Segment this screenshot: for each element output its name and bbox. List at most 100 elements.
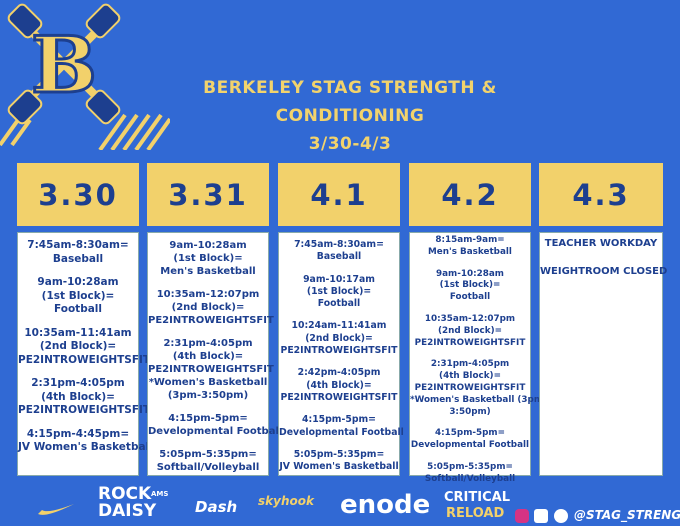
schedule-line: 4:15pm-5pm= bbox=[302, 414, 376, 426]
dash: Dash bbox=[195, 498, 238, 516]
day-box: 7:45am-8:30am= Baseball 9am-10:28am (1st Bl… bbox=[17, 232, 153, 476]
schedule-line: 8:15am-9am= bbox=[435, 235, 505, 245]
time-block: 5:05pm-5:35pm= Softball/Volleyball bbox=[148, 448, 268, 474]
schedule-line: Developmental Football bbox=[279, 426, 404, 438]
reload: RELOAD bbox=[446, 506, 505, 521]
schedule-line: *Women's Basketball bbox=[148, 377, 268, 388]
time-block: 9am-10:28am (1st Block)= Football bbox=[18, 276, 138, 317]
time-block: 4:15pm-5pm= Developmental Football bbox=[148, 412, 283, 438]
schedule-line: Softball/Volleyball bbox=[156, 462, 260, 473]
schedule-line: PE2INTROWEIGHTSFIT bbox=[148, 315, 274, 326]
schedule-line: 3:50pm) bbox=[449, 406, 491, 417]
time-block: 2:42pm-4:05pm (4th Block)= PE2INTROWEIGHTS… bbox=[279, 367, 399, 404]
schedule-line: *Women's Basketball (3pm- bbox=[410, 394, 547, 405]
schedule-line: (2nd Block)= bbox=[39, 340, 117, 352]
social-icons bbox=[515, 509, 568, 523]
time-block: 7:45am-8:30am= Baseball bbox=[279, 239, 399, 264]
day-box: TEACHER WORKDAY WEIGHTROOM CLOSED bbox=[539, 232, 668, 476]
nike-logo bbox=[38, 504, 74, 515]
schedule-line: 7:45am-8:30am= bbox=[294, 239, 384, 250]
handle: @STAG_STRENGTH bbox=[574, 508, 680, 522]
time-block: 2:31pm-4:05pm (4th Block)= PE2INTROWEIGHTS… bbox=[410, 359, 547, 418]
dumbbells bbox=[7, 3, 121, 125]
time-block: 8:15am-9am= Men's Basketball bbox=[410, 235, 530, 259]
schedule-line: (1st Block)= bbox=[41, 289, 115, 302]
schedule-line: PE2INTROWEIGHTSFIT bbox=[148, 364, 274, 375]
schedule-line: JV Women's Basketball bbox=[279, 461, 399, 473]
schedule-line: TEACHER WORKDAY bbox=[544, 238, 658, 249]
schedule-line: 10:35am-12:07pm bbox=[156, 289, 260, 300]
time-block: 2:31pm-4:05pm (4th Block)= PE2INTROWEIGHTS… bbox=[18, 377, 151, 418]
stripes bbox=[0, 113, 170, 150]
schedule-line: 10:35am-11:41am bbox=[24, 326, 132, 339]
daisy: DAISY bbox=[98, 501, 157, 521]
day-header: 4.1 bbox=[278, 163, 400, 226]
day-column: 3.30 7:45am-8:30am= Baseball 9am-10:28am (1s… bbox=[17, 163, 153, 476]
schedule-line: (2nd Block)= bbox=[305, 332, 373, 344]
title-line: BERKELEY STAG STRENGTH & bbox=[203, 78, 497, 98]
time-block: 10:35am-12:07pm (2nd Block)= PE2INTROWEIGH… bbox=[410, 314, 530, 349]
schedule-line: (2nd Block)= bbox=[171, 302, 245, 313]
time-block: 9am-10:28am (1st Block)= Men's Basketball bbox=[148, 239, 268, 278]
schedule-line: 2:31pm-4:05pm bbox=[163, 338, 253, 349]
schedule-line: Baseball bbox=[316, 251, 362, 263]
time-block: 9am-10:17am (1st Block)= Football bbox=[279, 274, 399, 311]
schedule-line: Football bbox=[317, 298, 361, 310]
schedule-line: 10:24am-11:41am bbox=[291, 320, 387, 332]
schedule-line: (2nd Block)= bbox=[438, 325, 502, 336]
schedule-line: PE2INTROWEIGHTSFIT bbox=[18, 353, 151, 366]
time-block: 10:35am-12:07pm (2nd Block)= PE2INTROWEIGH… bbox=[148, 288, 274, 327]
enode: enode bbox=[340, 490, 431, 520]
schedule-line: 5:05pm-5:35pm= bbox=[293, 448, 385, 460]
time-block: TEACHER WORKDAY bbox=[540, 237, 662, 250]
schedule-line: PE2INTROWEIGHTSFIT bbox=[280, 345, 398, 357]
footer: ROCK DAISY AMS Dash skyhook enode CRITIC… bbox=[0, 484, 680, 526]
day-header: 3.30 bbox=[17, 163, 139, 226]
schedule-line: (4th Block)= bbox=[41, 390, 115, 403]
day-box: 9am-10:28am (1st Block)= Men's Basketball 1… bbox=[147, 232, 283, 476]
rock: ROCK bbox=[98, 484, 152, 504]
time-block: 5:05pm-5:35pm= JV Women's Basketball bbox=[279, 449, 399, 474]
day-box: 8:15am-9am= Men's Basketball 9am-10:28am (1… bbox=[409, 232, 547, 484]
time-block: 5:05pm-5:35pm= Softball/Volleyball bbox=[410, 462, 530, 486]
schedule-line: Developmental Football bbox=[410, 440, 530, 451]
schedule-line: PE2INTROWEIGHTSFIT bbox=[18, 404, 151, 416]
schedule-line: (4th Block)= bbox=[306, 379, 372, 391]
time-block: 10:35am-11:41am (2nd Block)= PE2INTROWEIGH… bbox=[18, 326, 151, 368]
schedule-line: 5:05pm-5:35pm= bbox=[159, 449, 257, 460]
schedule-line: 5:05pm-5:35pm= bbox=[427, 461, 513, 472]
critical: CRITICAL bbox=[444, 490, 510, 505]
logo-art: B bbox=[0, 3, 170, 150]
schedule-line: 9am-10:28am bbox=[436, 268, 504, 279]
schedule-line: Baseball bbox=[52, 252, 104, 265]
schedule-line: (1st Block)= bbox=[306, 285, 372, 297]
schedule-line: WEIGHTROOM CLOSED bbox=[540, 266, 668, 277]
schedule-line: 9am-10:28am bbox=[169, 240, 247, 251]
schedule-line: 9am-10:28am bbox=[37, 276, 119, 288]
schedule-line: 4:15pm-4:45pm= bbox=[26, 427, 130, 440]
schedule-line: (4th Block)= bbox=[172, 351, 244, 362]
time-block: 4:15pm-5pm= Developmental Football bbox=[279, 414, 404, 439]
day-column: 3.31 9am-10:28am (1st Block)= Men's Basketb… bbox=[147, 163, 282, 476]
time-block: WEIGHTROOM CLOSED bbox=[540, 265, 668, 278]
schedule-line: 2:31pm-4:05pm bbox=[430, 359, 510, 370]
day-header: 3.31 bbox=[147, 163, 269, 226]
schedule-line: 9am-10:17am bbox=[303, 273, 375, 285]
schedule-line: 4:15pm-5pm= bbox=[168, 413, 248, 424]
schedule-line: (1st Block)= bbox=[439, 280, 501, 291]
title: BERKELEY STAG STRENGTH & CONDITIONING 3/30… bbox=[150, 74, 550, 158]
schedule-line: 2:31pm-4:05pm bbox=[31, 377, 125, 389]
time-block: 4:15pm-4:45pm= JV Women's Basketball bbox=[18, 427, 153, 455]
schedule-line: Softball/Volleyball bbox=[424, 473, 516, 484]
time-block: 7:45am-8:30am= Baseball bbox=[18, 239, 138, 266]
schedule-line: Men's Basketball bbox=[160, 266, 256, 277]
schedule-line: 10:35am-12:07pm bbox=[424, 313, 516, 324]
schedule-line: PE2INTROWEIGHTSFIT bbox=[414, 382, 526, 393]
skyhook: skyhook bbox=[258, 494, 314, 508]
logo-letter: B bbox=[31, 20, 97, 111]
title-line: 3/30-4/3 bbox=[308, 134, 392, 154]
schedule-line: Developmental Football bbox=[148, 426, 283, 437]
day-column: 4.2 8:15am-9am= Men's Basketball 9am-10:28a… bbox=[409, 163, 547, 484]
title-line: CONDITIONING bbox=[275, 106, 425, 126]
